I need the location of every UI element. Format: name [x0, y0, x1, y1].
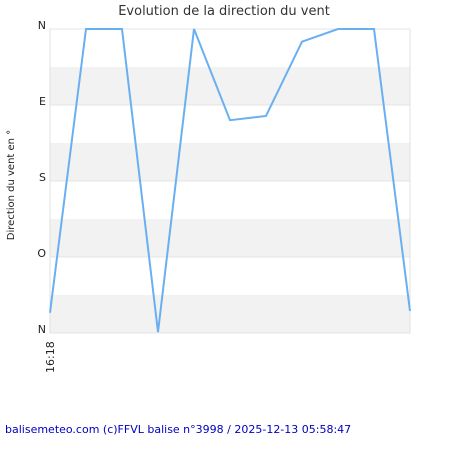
line — [49, 28, 411, 333]
y-tick-label: E — [39, 95, 46, 108]
band — [50, 143, 410, 181]
band — [50, 67, 410, 105]
y-tick-label: S — [39, 171, 46, 184]
y-axis-label: Direction du vent en ° — [6, 130, 17, 240]
band — [50, 219, 410, 257]
chart-title: Evolution de la direction du vent — [118, 4, 330, 19]
y-tick-label: O — [37, 247, 46, 260]
x-tick-label: 16:18 — [44, 341, 57, 373]
band — [50, 295, 410, 333]
y-tick-label: N — [38, 323, 46, 336]
footer: balisemeteo.com (c)FFVL balise n°3998 / … — [5, 423, 351, 436]
y-tick-label: N — [38, 19, 46, 32]
